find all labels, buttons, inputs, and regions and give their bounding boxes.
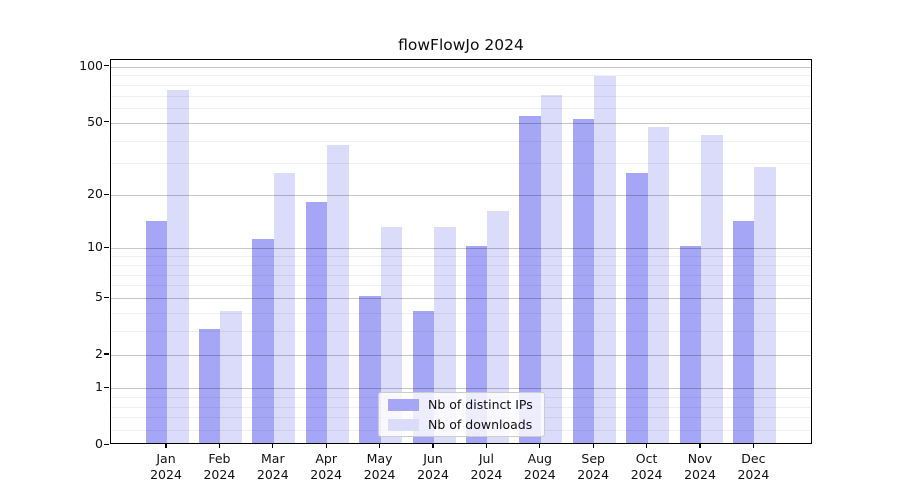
x-tick-mark-8 bbox=[592, 443, 594, 448]
bar-s0-jan bbox=[145, 220, 167, 443]
x-tick-label-mar: Mar 2024 bbox=[256, 451, 289, 482]
legend-item-distinct-ips: Nb of distinct IPs bbox=[388, 397, 535, 412]
x-tick-label-sep: Sep 2024 bbox=[577, 451, 610, 482]
bar-s1-jul bbox=[487, 210, 509, 443]
x-tick-mark-1 bbox=[218, 443, 221, 448]
bar-s0-may bbox=[359, 296, 381, 443]
y-tick-label-100: 100 bbox=[79, 57, 103, 73]
bar-s0-aug bbox=[519, 115, 541, 443]
chart-legend: Nb of distinct IPs Nb of downloads bbox=[378, 392, 545, 437]
legend-swatch-distinct-ips bbox=[388, 398, 419, 411]
x-tick-label-aug: Aug 2024 bbox=[523, 451, 556, 482]
y-tick-mark-1 bbox=[104, 386, 109, 388]
bar-s1-feb bbox=[220, 311, 242, 443]
x-tick-mark-11 bbox=[752, 443, 755, 448]
chart-title: flowFlowJo 2024 bbox=[398, 36, 524, 54]
x-tick-label-jan: Jan 2024 bbox=[150, 451, 182, 482]
y-tick-label-0: 0 bbox=[95, 436, 103, 451]
y-tick-mark-2 bbox=[104, 353, 109, 355]
bar-s1-jan bbox=[167, 90, 189, 443]
x-tick-mark-9 bbox=[646, 443, 648, 448]
y-tick-label-50: 50 bbox=[87, 113, 103, 129]
x-tick-mark-2 bbox=[272, 443, 274, 448]
bar-s1-oct bbox=[647, 127, 670, 443]
y-tick-mark-0 bbox=[104, 443, 109, 445]
bar-s1-mar bbox=[273, 172, 296, 443]
gridline-major-50 bbox=[111, 122, 811, 124]
x-tick-mark-0 bbox=[165, 443, 167, 448]
x-tick-label-jul: Jul 2024 bbox=[470, 451, 503, 482]
y-tick-label-10: 10 bbox=[87, 239, 103, 255]
bar-s0-oct bbox=[626, 172, 648, 443]
x-tick-label-dec: Dec 2024 bbox=[737, 451, 770, 482]
x-tick-label-feb: Feb 2024 bbox=[203, 451, 236, 482]
x-tick-mark-10 bbox=[699, 443, 701, 448]
bar-s1-jun bbox=[434, 226, 456, 443]
bar-s0-feb bbox=[198, 329, 221, 443]
x-tick-label-oct: Oct 2024 bbox=[630, 451, 663, 482]
y-tick-mark-50 bbox=[104, 121, 109, 123]
bar-s0-dec bbox=[732, 220, 755, 443]
bar-s0-mar bbox=[252, 239, 274, 443]
bar-s1-sep bbox=[594, 75, 616, 443]
bar-s1-apr bbox=[327, 144, 349, 443]
y-tick-mark-5 bbox=[104, 296, 109, 298]
bar-s1-aug bbox=[540, 94, 563, 443]
y-tick-mark-20 bbox=[104, 193, 109, 196]
x-tick-mark-7 bbox=[539, 443, 541, 448]
y-tick-label-20: 20 bbox=[87, 186, 103, 202]
gridline-minor-90 bbox=[111, 75, 811, 77]
legend-item-downloads: Nb of downloads bbox=[388, 417, 535, 432]
bar-s0-sep bbox=[572, 119, 595, 443]
x-tick-label-nov: Nov 2024 bbox=[684, 451, 716, 482]
y-tick-mark-10 bbox=[104, 246, 109, 249]
bar-s1-may bbox=[380, 226, 403, 443]
x-tick-label-jun: Jun 2024 bbox=[417, 451, 449, 482]
bar-s1-nov bbox=[701, 134, 723, 443]
legend-label-distinct-ips: Nb of distinct IPs bbox=[428, 397, 533, 412]
plot-area bbox=[110, 59, 812, 444]
y-tick-label-5: 5 bbox=[95, 289, 103, 305]
legend-swatch-downloads bbox=[388, 418, 419, 431]
gridline-major-100 bbox=[111, 66, 811, 68]
legend-label-downloads: Nb of downloads bbox=[428, 417, 533, 432]
x-tick-label-may: May 2024 bbox=[363, 451, 396, 482]
bar-s1-dec bbox=[754, 166, 776, 443]
x-tick-mark-3 bbox=[325, 443, 327, 448]
bar-s0-apr bbox=[305, 201, 328, 443]
gridline-minor-60 bbox=[111, 107, 811, 109]
x-tick-label-apr: Apr 2024 bbox=[310, 451, 343, 482]
y-tick-mark-100 bbox=[104, 65, 109, 67]
y-tick-label-1: 1 bbox=[95, 379, 103, 395]
bar-s0-nov bbox=[679, 246, 701, 443]
gridline-minor-70 bbox=[111, 95, 811, 97]
x-tick-mark-5 bbox=[432, 443, 434, 448]
x-tick-mark-4 bbox=[379, 443, 381, 448]
gridline-minor-80 bbox=[111, 84, 811, 86]
x-tick-mark-6 bbox=[485, 443, 488, 448]
y-tick-label-2: 2 bbox=[95, 345, 103, 361]
